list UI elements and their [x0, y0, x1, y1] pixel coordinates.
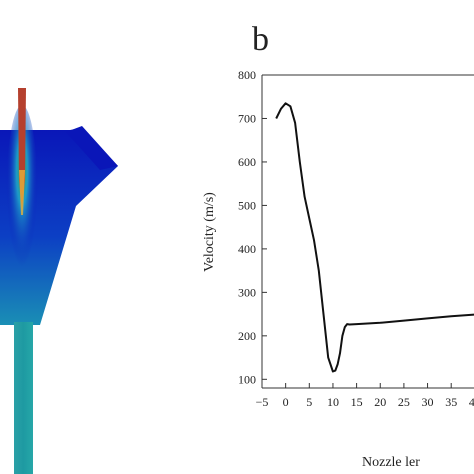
y-tick-label: 200 — [238, 329, 256, 343]
x-tick-label: −5 — [256, 395, 269, 409]
y-axis-label: Velocity (m/s) — [202, 192, 217, 272]
nozzle-top-flange — [66, 126, 118, 170]
y-tick-label: 800 — [238, 68, 256, 82]
y-tick-label: 400 — [238, 242, 256, 256]
x-axis-label: Nozzle ler — [362, 455, 420, 470]
nozzle-stem — [14, 322, 33, 474]
series-line-velocity — [275, 102, 474, 373]
x-tick-label: 20 — [374, 395, 386, 409]
y-tick-label: 100 — [238, 372, 256, 386]
x-tick-label: 15 — [351, 395, 363, 409]
x-tick-label: 35 — [445, 395, 457, 409]
x-tick-label: 5 — [306, 395, 312, 409]
y-axis-ticks: 100 200 300 400 500 600 700 800 — [238, 68, 267, 386]
x-tick-label: 30 — [422, 395, 434, 409]
nozzle-simulation-image — [0, 88, 118, 474]
x-tick-label: 10 — [327, 395, 339, 409]
y-tick-label: 500 — [238, 198, 256, 212]
x-axis-ticks: −5 0 5 10 15 20 25 30 35 40 — [256, 383, 474, 409]
jet-transition — [19, 170, 25, 215]
panel-label: b — [252, 21, 269, 58]
x-tick-label: 0 — [283, 395, 289, 409]
y-tick-label: 700 — [238, 111, 256, 125]
y-tick-label: 600 — [238, 155, 256, 169]
x-tick-label: 25 — [398, 395, 410, 409]
y-tick-label: 300 — [238, 285, 256, 299]
x-tick-label: 40 — [469, 395, 474, 409]
velocity-chart: 100 200 300 400 500 600 700 800 −5 0 5 10 15 20 25 30 3… — [202, 68, 474, 470]
